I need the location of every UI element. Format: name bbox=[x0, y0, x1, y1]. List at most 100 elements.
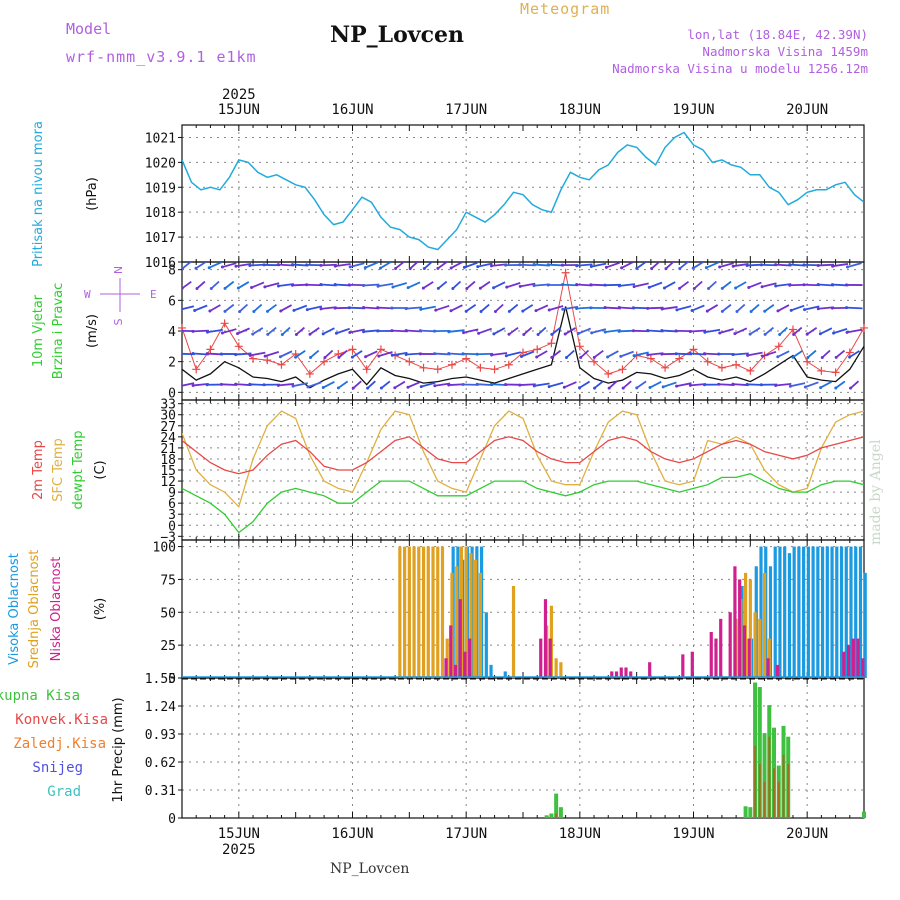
cloud-bar-1 bbox=[417, 546, 421, 678]
wind-arrow-head bbox=[646, 353, 650, 357]
y-tick-label: −3 bbox=[160, 530, 176, 545]
wind-arrow bbox=[721, 280, 732, 290]
date-label-top: 15JUN bbox=[218, 102, 260, 118]
precip-bar-1 bbox=[758, 763, 761, 818]
cloud-bar-2 bbox=[449, 625, 453, 678]
wind-arrow-head bbox=[294, 355, 298, 359]
wind-arrow-head bbox=[789, 308, 793, 312]
wind-arrow-head bbox=[447, 383, 451, 387]
wind-arrow bbox=[279, 350, 293, 358]
cloud-bar-2 bbox=[681, 654, 685, 678]
wind-arrow bbox=[835, 349, 846, 359]
wind-arrow-head bbox=[464, 309, 468, 313]
wind-arrow-head bbox=[390, 306, 394, 310]
wind-arrow bbox=[661, 306, 678, 310]
wind-arrow-head bbox=[319, 307, 323, 311]
wind-arrow-head bbox=[831, 264, 835, 268]
wind-arrow bbox=[693, 280, 703, 290]
y-tick-label: 18 bbox=[160, 453, 176, 468]
temp-unit: (C) bbox=[93, 460, 108, 479]
wind-arrow-head bbox=[560, 283, 564, 287]
precip-bar-1 bbox=[555, 813, 558, 818]
y-tick-label: 0 bbox=[168, 386, 176, 401]
wind-arrow-head bbox=[606, 355, 610, 359]
wind-arrow-head bbox=[248, 353, 252, 357]
y-tick-label: 33 bbox=[160, 398, 176, 413]
wind-arrow bbox=[448, 329, 465, 333]
wind-arrow bbox=[493, 281, 506, 289]
wind-arrow bbox=[506, 351, 521, 357]
wind-arrow-head bbox=[376, 284, 380, 288]
wind-arrow-head bbox=[702, 352, 706, 356]
wind-arrow-head bbox=[746, 353, 750, 357]
wind-arrow-head bbox=[436, 286, 440, 290]
cloud-bar-0 bbox=[839, 546, 844, 678]
wind-arrow bbox=[508, 303, 519, 313]
wind-arrow bbox=[338, 349, 348, 359]
y-tick-label: 1.24 bbox=[145, 700, 176, 715]
wind-gust-marker bbox=[490, 365, 499, 374]
wind-arrow-head bbox=[209, 287, 213, 291]
wind-arrow-head bbox=[207, 266, 211, 270]
cloud-bar-2 bbox=[624, 667, 628, 678]
wind-arrow-head bbox=[816, 263, 820, 267]
precip-bar-1 bbox=[768, 736, 771, 818]
cloud-bar-1 bbox=[440, 546, 445, 678]
wind-arrow-head bbox=[393, 386, 397, 390]
precip-bar-0 bbox=[549, 813, 554, 818]
wind-arrow-head bbox=[834, 355, 838, 359]
wind-arrow-head bbox=[347, 306, 351, 310]
cloud-bar-1 bbox=[436, 546, 440, 678]
y-tick-label: 8 bbox=[168, 264, 176, 279]
cloud-bar-2 bbox=[728, 612, 732, 678]
wind-arrow-head bbox=[705, 309, 709, 313]
wind-arrow bbox=[452, 280, 462, 290]
wind-arrow-head bbox=[590, 331, 594, 335]
wind-gust-marker bbox=[618, 365, 627, 374]
wind-arrow-head bbox=[589, 283, 593, 287]
panel-frame bbox=[181, 124, 865, 263]
wind-arrow bbox=[392, 351, 408, 357]
wind-arrow bbox=[719, 328, 734, 334]
wind-arrow-head bbox=[178, 385, 181, 388]
elevation: Nadmorska Visina 1459m bbox=[702, 44, 868, 59]
wind-arrow-head bbox=[745, 263, 749, 267]
wind-arrow-head bbox=[660, 329, 664, 333]
wind-arrow bbox=[235, 262, 252, 268]
wind-arrow bbox=[182, 280, 192, 290]
wind-arrow-head bbox=[377, 354, 381, 358]
date-label-bottom: 15JUN bbox=[218, 826, 260, 842]
y-tick-label: 1.55 bbox=[145, 672, 176, 687]
wind-gust-marker bbox=[504, 360, 513, 369]
year-label-top: 2025 bbox=[222, 87, 256, 103]
wind-arrow bbox=[366, 380, 376, 389]
wind-arrow bbox=[281, 326, 291, 336]
wind-arrow-head bbox=[418, 329, 422, 333]
precip-bar-0 bbox=[743, 806, 748, 818]
wind-arrow-head bbox=[674, 352, 678, 356]
wind-arrow-head bbox=[674, 329, 678, 333]
wind-arrow-head bbox=[575, 306, 579, 310]
wind-arrow-head bbox=[266, 309, 270, 313]
wind-arrow-head bbox=[816, 282, 820, 286]
wind-arrow-head bbox=[703, 330, 707, 334]
wind-gust-marker bbox=[831, 368, 840, 377]
wind-arrow-head bbox=[532, 284, 536, 288]
wind-arrow bbox=[307, 305, 323, 311]
wind-arrow-head bbox=[236, 286, 240, 290]
wind-arrow bbox=[846, 328, 863, 334]
wind-arrow bbox=[578, 327, 592, 335]
wind-arrow-head bbox=[348, 330, 352, 334]
wind-arrow bbox=[349, 262, 365, 268]
wind-arrow-head bbox=[578, 386, 582, 390]
wind-gust-marker bbox=[717, 363, 726, 372]
cloud-bar-2 bbox=[742, 625, 746, 678]
wind-arrow bbox=[633, 351, 649, 357]
precip-label-0: Ukupna Kisa bbox=[0, 688, 80, 704]
wind-arrow bbox=[704, 328, 721, 334]
wind-arrow-head bbox=[575, 264, 579, 268]
panel-frame bbox=[181, 399, 865, 541]
y-tick-label: 100 bbox=[153, 541, 176, 556]
wind-gust-marker bbox=[476, 363, 485, 372]
wind-arrow bbox=[364, 262, 378, 269]
